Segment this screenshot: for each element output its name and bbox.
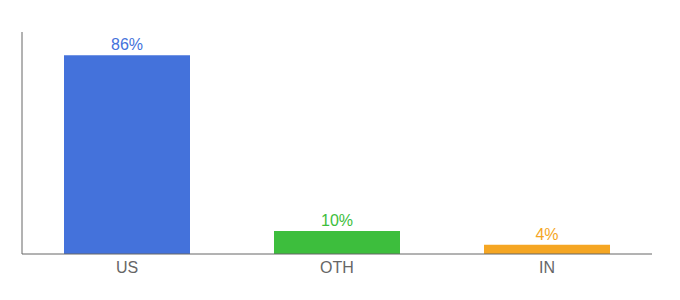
svg-text:86%: 86% [111, 36, 143, 53]
svg-text:IN: IN [539, 259, 555, 276]
svg-text:US: US [116, 259, 138, 276]
svg-text:OTH: OTH [320, 259, 354, 276]
svg-text:4%: 4% [535, 226, 558, 243]
svg-text:10%: 10% [321, 212, 353, 229]
